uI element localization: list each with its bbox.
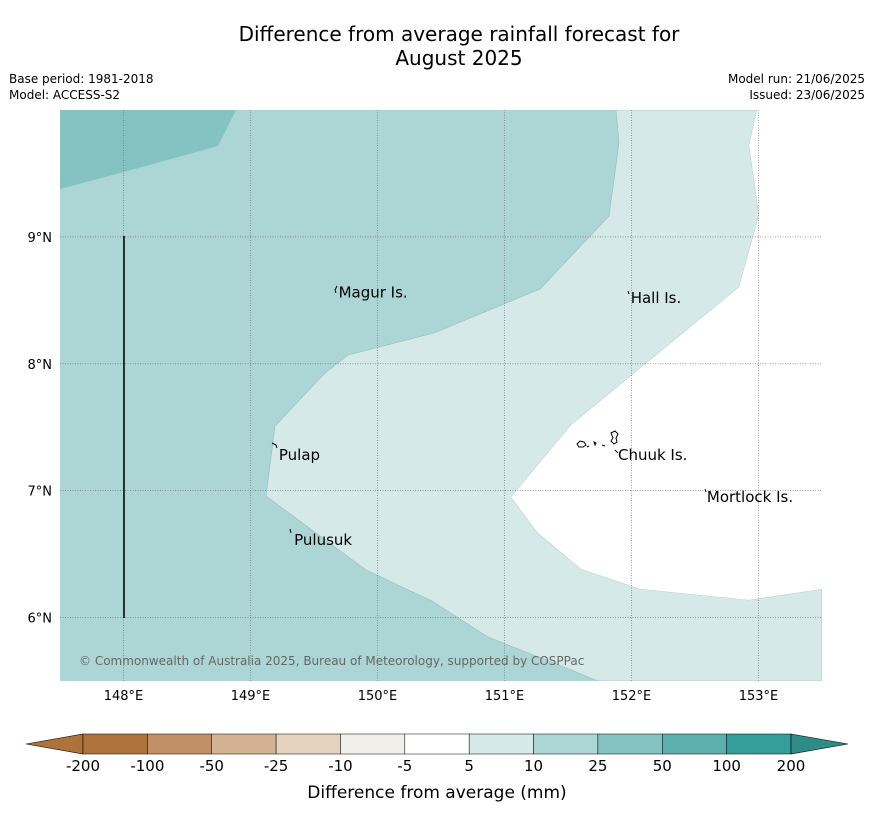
colorbar-extend-high [790, 733, 849, 755]
longitude-labels: 148°E 149°E 150°E 151°E 152°E 153°E [104, 689, 779, 704]
meta-left: Base period: 1981-2018 Model: ACCESS-S2 [9, 71, 154, 103]
colorbar-swatch [340, 733, 406, 755]
model-run: Model run: 21/06/2025 [727, 72, 865, 86]
place-label: Hall Is. [631, 289, 682, 307]
colorbar-tick-label: -25 [264, 757, 289, 775]
latitude-labels: 9°N 8°N 7°N 6°N [28, 231, 53, 627]
colorbar-swatch [533, 733, 599, 755]
band-m5-5 [511, 110, 822, 600]
colorbar-swatch [662, 733, 727, 755]
base-period: Base period: 1981-2018 [9, 72, 154, 86]
lon-tick-label: 148°E [104, 689, 144, 704]
colorbar-swatch [147, 733, 212, 755]
colorbar-swatch [211, 733, 277, 755]
colorbar-tick-label: 50 [653, 757, 672, 775]
colorbar-swatch [404, 733, 470, 755]
colorbar-tick-label: -5 [397, 757, 412, 775]
page-title: Difference from average rainfall forecas… [0, 22, 873, 70]
place-label: Pulusuk [294, 531, 352, 549]
lat-tick-label: 9°N [28, 231, 53, 246]
lat-tick-label: 6°N [28, 612, 53, 627]
place-label: Pulap [279, 446, 320, 464]
colorbar-swatch [275, 733, 341, 755]
colorbar-extend-low [25, 733, 84, 755]
colorbar-tick-label: 5 [464, 757, 474, 775]
colorbar-tick-label: 25 [588, 757, 607, 775]
colorbar [25, 733, 849, 755]
lon-tick-label: 151°E [485, 689, 525, 704]
place-label: Mortlock Is. [707, 488, 793, 506]
lat-tick-label: 8°N [28, 358, 53, 373]
place-labels: Magur Is. Hall Is. Pulap Chuuk Is. Mortlock … [279, 284, 793, 549]
lat-tick-label: 7°N [28, 485, 53, 500]
issued-date: Issued: 23/06/2025 [749, 88, 865, 102]
title-line-2: August 2025 [395, 46, 523, 70]
lon-tick-label: 153°E [739, 689, 779, 704]
colorbar-labels: -200 -100 -50 -25 -10 -5 5 10 25 50 100 200 [66, 757, 805, 775]
lon-tick-label: 149°E [231, 689, 271, 704]
colorbar-swatch [726, 733, 792, 755]
lon-tick-label: 150°E [358, 689, 398, 704]
colorbar-swatch [597, 733, 663, 755]
place-label: Chuuk Is. [618, 446, 687, 464]
copyright-text: © Commonwealth of Australia 2025, Bureau… [79, 654, 584, 668]
place-label: Magur Is. [339, 284, 408, 302]
island-outlines [271, 285, 707, 534]
colorbar-tick-label: -200 [66, 757, 100, 775]
band-25-50 [60, 110, 236, 189]
lon-tick-label: 152°E [612, 689, 652, 704]
colorbar-swatch [468, 733, 534, 755]
colorbar-title: Difference from average (mm) [307, 783, 566, 803]
colorbar-tick-label: -100 [130, 757, 164, 775]
title-line-1: Difference from average rainfall forecas… [238, 22, 680, 46]
model-name: Model: ACCESS-S2 [9, 88, 121, 102]
colorbar-tick-label: -10 [328, 757, 353, 775]
colorbar-swatch [82, 733, 148, 755]
colorbar-tick-label: 200 [777, 757, 806, 775]
colorbar-tick-label: 100 [712, 757, 741, 775]
map-frame [60, 110, 822, 681]
colorbar-tick-label: -50 [199, 757, 224, 775]
meta-right: Model run: 21/06/2025 Issued: 23/06/2025 [728, 71, 865, 103]
colorbar-tick-label: 10 [524, 757, 543, 775]
